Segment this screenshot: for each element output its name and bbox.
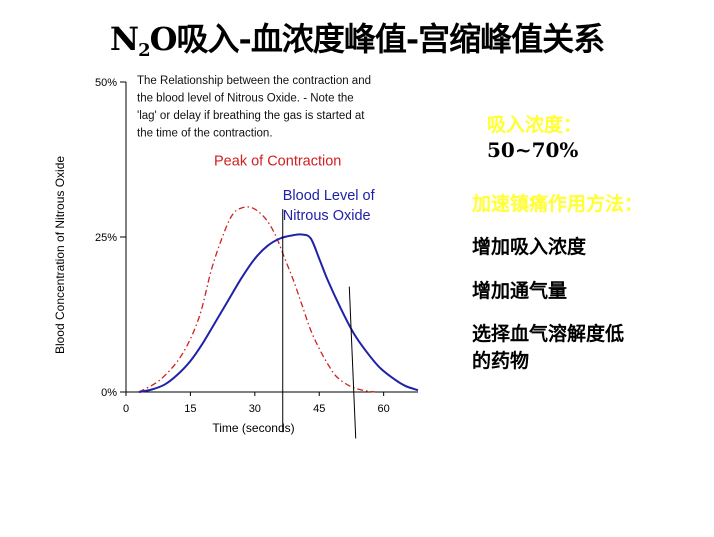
chart-axes: 0% 25% 50% 0 15 30 45 60 Time (seconds) Blood Con… [53,77,418,435]
y-tick-label: 25% [95,232,117,244]
y-axis-label: Blood Concentration of Nitrous Oxide [53,156,67,354]
y-tick-label: 0% [101,387,117,399]
chart: 0% 25% 50% 0 15 30 45 60 Time (seconds) Blood Con… [53,75,419,439]
caption-line: the blood level of Nitrous Oxide. - Note… [137,93,354,105]
marker-line-2 [348,286,357,439]
series-line-peak-contraction [138,206,376,393]
x-axis-label: Time (seconds) [212,421,294,435]
caption-line: 'lag' or delay if breathing the gas is s… [137,110,365,122]
series-line-blood-level [138,233,419,393]
slide-title: N2O吸入-血浓度峰值-宫缩峰值关系 [109,20,605,61]
x-tick-label: 15 [184,403,196,415]
x-tick-label: 45 [313,403,325,415]
series-annotation-2: Blood Level of [283,188,376,204]
method-item-4: 的药物 [472,350,530,372]
x-tick-label: 30 [249,403,261,415]
caption-line: the time of the contraction. [137,128,273,140]
chart-series [138,206,419,439]
series-annotation-2: Nitrous Oxide [283,208,371,224]
y-tick-label: 50% [95,77,117,89]
inhaled-label: 吸入浓度： [487,114,583,136]
series-annotation-1: Peak of Contraction [214,154,341,170]
x-tick-label: 60 [378,403,390,415]
caption-line: The Relationship between the contraction… [137,75,371,87]
inhaled-value: 50~70% [487,138,579,162]
method-item-1: 增加吸入浓度 [472,236,587,258]
method-item-3: 选择血气溶解度低 [472,323,625,345]
method-item-2: 增加通气量 [472,280,568,302]
chart-caption: The Relationship between the contraction… [137,75,371,140]
methods-label: 加速镇痛作用方法： [472,193,644,215]
chart-labels: Peak of Contraction Blood Level of Nitrous… [214,154,376,224]
x-tick-label: 0 [123,403,129,415]
